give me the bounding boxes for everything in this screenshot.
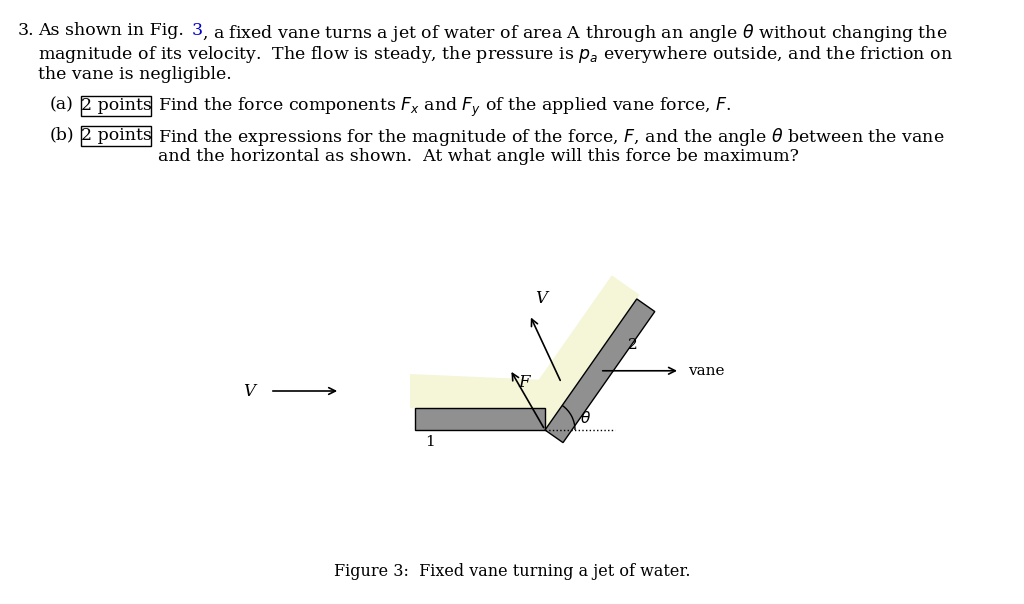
Text: Find the force components $F_x$ and $F_y$ of the applied vane force, $F$.: Find the force components $F_x$ and $F_y… (158, 96, 731, 119)
Text: F: F (518, 374, 529, 391)
Text: As shown in Fig.: As shown in Fig. (38, 22, 189, 39)
Text: 3.: 3. (18, 22, 35, 39)
Text: Find the expressions for the magnitude of the force, $F$, and the angle $\theta$: Find the expressions for the magnitude o… (158, 126, 944, 148)
Polygon shape (415, 408, 545, 430)
Text: (a): (a) (50, 96, 74, 113)
FancyBboxPatch shape (81, 96, 151, 116)
FancyBboxPatch shape (81, 126, 151, 146)
Text: , a fixed vane turns a jet of water of area A through an angle $\theta$ without : , a fixed vane turns a jet of water of a… (202, 22, 947, 44)
Polygon shape (517, 275, 640, 430)
Text: Figure 3:  Fixed vane turning a jet of water.: Figure 3: Fixed vane turning a jet of wa… (334, 563, 690, 580)
Polygon shape (545, 299, 654, 443)
Text: vane: vane (688, 364, 724, 378)
Text: 3: 3 (193, 22, 203, 39)
Text: (b): (b) (50, 126, 75, 143)
Text: 1: 1 (425, 435, 435, 449)
Text: V: V (243, 382, 255, 399)
Text: 2 points: 2 points (81, 97, 152, 114)
Text: V: V (535, 290, 547, 307)
Text: magnitude of its velocity.  The flow is steady, the pressure is $p_a$ everywhere: magnitude of its velocity. The flow is s… (38, 44, 953, 65)
Text: the vane is negligible.: the vane is negligible. (38, 66, 231, 83)
Polygon shape (410, 374, 563, 420)
Text: 2 points: 2 points (81, 127, 152, 144)
Text: 2: 2 (629, 338, 638, 352)
Text: $\theta$: $\theta$ (580, 410, 591, 426)
Text: and the horizontal as shown.  At what angle will this force be maximum?: and the horizontal as shown. At what ang… (158, 148, 799, 165)
